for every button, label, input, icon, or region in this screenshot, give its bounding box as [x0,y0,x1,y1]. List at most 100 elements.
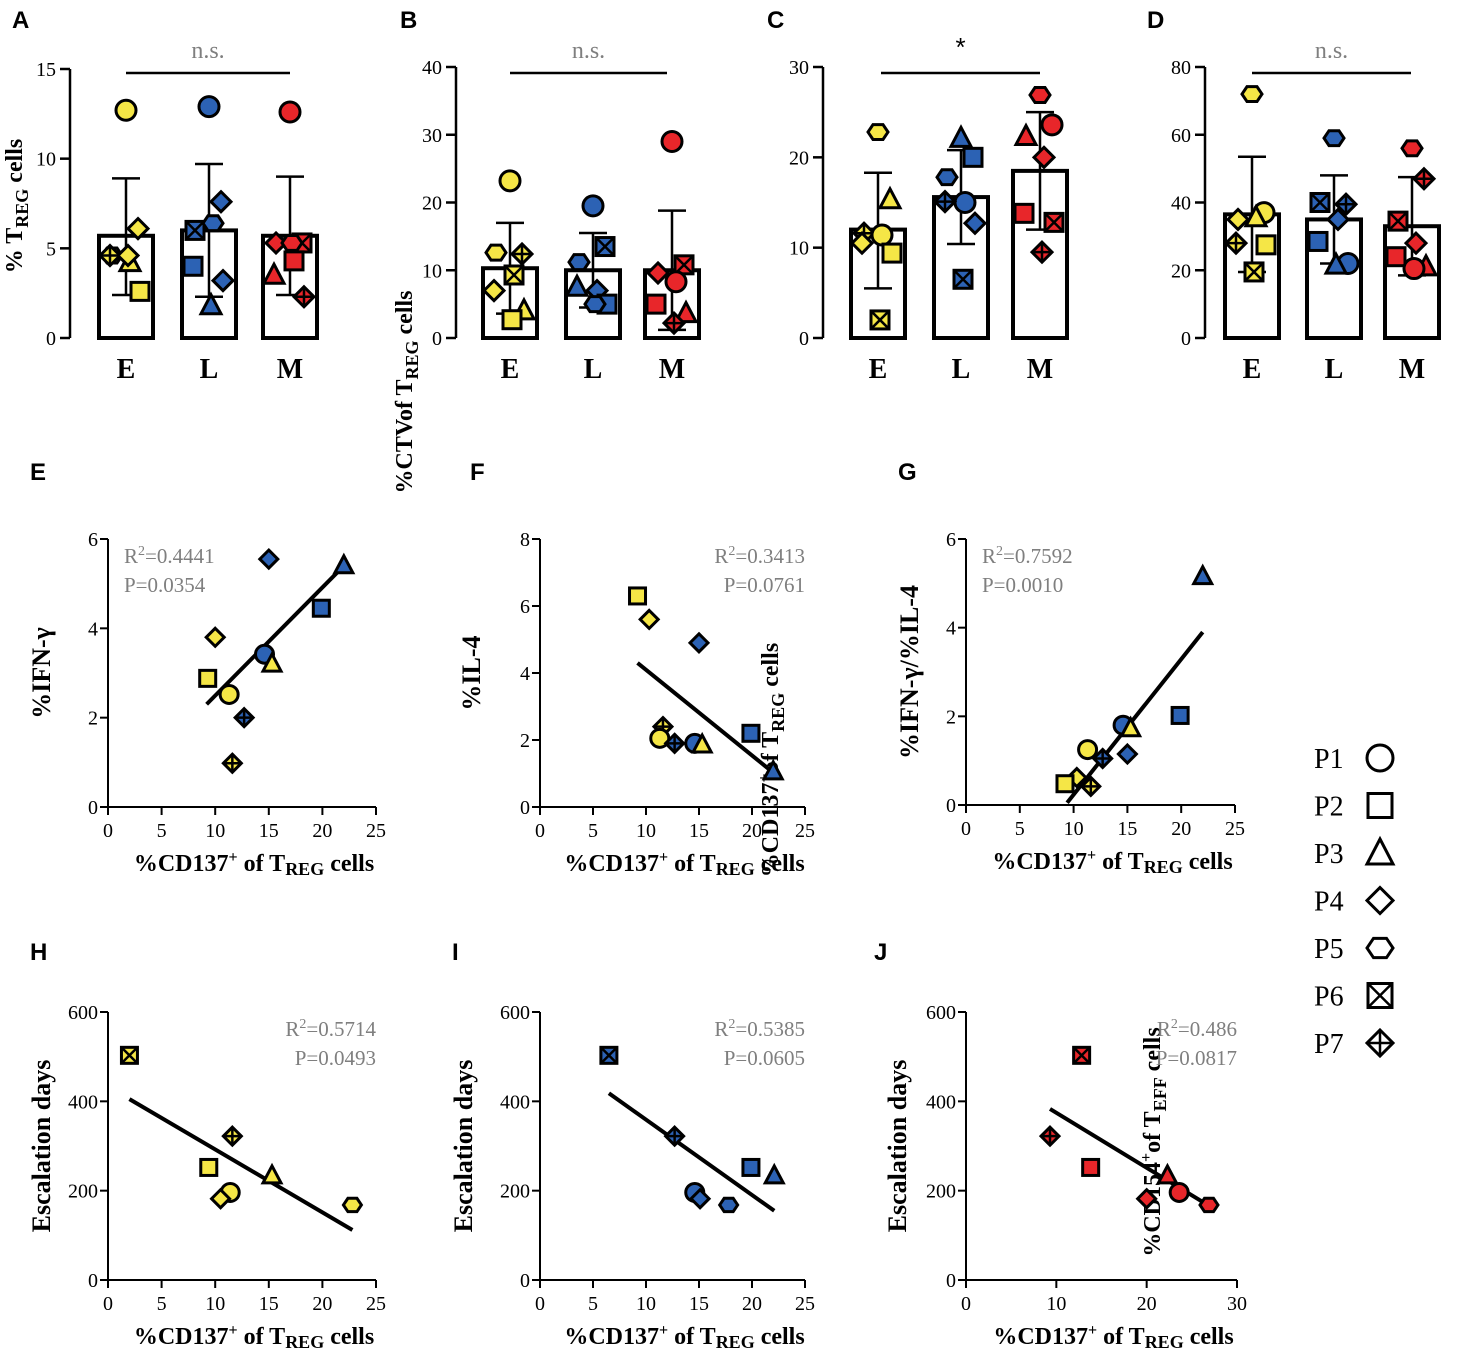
marker-circle [278,100,302,124]
marker-square [182,255,204,277]
marker-circle [1402,257,1426,281]
marker-crossed-diamond [509,241,535,267]
y-tick-label: 0 [799,328,809,350]
legend-label-p1: P1 [1314,744,1344,775]
marker-crossed-diamond [1411,166,1437,191]
marker-square [741,723,761,743]
marker-triangle [761,758,785,781]
panel-label: C [767,7,784,34]
marker-triangle [260,650,284,673]
marker-triangle [564,272,590,297]
x-tick-label: 5 [157,1293,167,1315]
x-tick-label: 20 [742,1293,762,1315]
x-tick-label: 5 [1015,818,1025,840]
marker-diamond [115,243,141,268]
panel-label: B [400,7,417,34]
x-tick-label: 25 [795,820,815,842]
y-tick-label: 80 [1171,57,1191,79]
marker-diamond [210,268,236,293]
marker-square [881,242,903,264]
panel-e: E 0 2 4 6 0 5 10 15 20 25 %CD137+ of TREG cells %IFN… [27,459,386,879]
marker-triangle [948,124,974,148]
marker-diamond [257,547,280,571]
y-tick-label: 0 [88,797,98,819]
marker-triangle [1323,250,1349,275]
y-tick-label: 0 [432,328,442,350]
y-tick-label: 20 [422,193,442,215]
x-tick-label: 0 [535,820,545,842]
marker-square [199,1157,219,1177]
marker-diamond [688,1187,712,1210]
regression-line [205,564,346,706]
y-axis-label: Escalation days [27,1060,56,1233]
panel-label: I [452,939,459,966]
y-axis-label: %IFN-γ [27,627,56,719]
marker-crossed-square [1387,210,1409,232]
p-value-label: P=0.0761 [724,573,805,597]
x-category-label: E [501,354,520,385]
x-category-label: E [117,354,136,385]
marker-crossed-diamond [1079,775,1102,798]
legend-label-p3: P3 [1314,839,1344,870]
y-tick-label: 600 [68,1002,98,1024]
marker-triangle [673,299,699,324]
significance-label: n.s. [191,38,224,64]
marker-triangle [1243,203,1269,228]
panel-j: J 0 200 400 600 0 10 20 30 %CD137+ of TREG cells E… [874,939,1247,1352]
r-squared-label: R2=0.486 [1157,1017,1237,1041]
y-tick-label: 5 [46,238,56,260]
legend-label-p4: P4 [1314,887,1344,918]
y-tick-label: 4 [520,663,530,685]
x-tick-label: 5 [588,820,598,842]
p-value-label: P=0.0605 [724,1046,805,1070]
marker-crossed-diamond [221,1125,244,1148]
x-category-label: L [584,354,603,385]
marker-square [1170,705,1190,725]
x-category-label: M [1027,354,1053,385]
marker-circle [1168,1181,1190,1203]
marker-crossed-diamond [1223,231,1249,256]
x-tick-label: 10 [1064,818,1084,840]
marker-diamond [481,278,507,303]
y-axis-label: %IFN-γ/%IL-4 [895,585,924,759]
marker-crossed-diamond [1364,1027,1396,1059]
marker-circle [1365,743,1395,773]
y-tick-label: 0 [88,1270,98,1292]
y-axis-label: Escalation days [449,1060,478,1233]
y-tick-label: 0 [46,328,56,350]
y-tick-label: 30 [422,125,442,147]
significance-label: * [955,32,965,62]
marker-crossed-square [869,309,891,331]
y-tick-label: 400 [68,1091,98,1113]
marker-square [628,586,648,606]
marker-diamond [1031,145,1057,170]
marker-crossed-square [1243,261,1265,283]
panel-label: G [898,459,917,486]
marker-square [1307,230,1329,252]
panel-label: A [12,7,29,34]
marker-circle [1077,739,1099,761]
r-squared-label: R2=0.5385 [714,1017,805,1041]
marker-circle [664,270,688,294]
marker-square [1055,774,1075,794]
y-tick-label: 6 [946,529,956,551]
x-tick-label: 25 [795,1293,815,1315]
marker-circle [660,130,684,154]
r-squared-label: R2=0.4441 [124,544,215,568]
marker-crossed-diamond [663,1125,686,1148]
y-tick-label: 2 [88,708,98,730]
x-category-label: E [869,354,888,385]
marker-crossed-diamond [221,752,244,775]
x-category-label: E [1243,354,1262,385]
regression-line [636,661,780,779]
y-tick-label: 60 [1171,125,1191,147]
y-tick-label: 600 [926,1002,956,1024]
panel-d: D 0 20 40 60 80 %CD154+of TEFF cells n.s. E L M [1138,7,1441,1257]
p-value-label: P=0.0817 [1156,1046,1237,1070]
marker-triangle [1191,563,1215,586]
marker-crossed-square [594,236,616,258]
marker-diamond [204,626,227,649]
y-tick-label: 20 [789,147,809,169]
marker-hexagon [484,243,508,262]
y-tick-label: 200 [926,1181,956,1203]
